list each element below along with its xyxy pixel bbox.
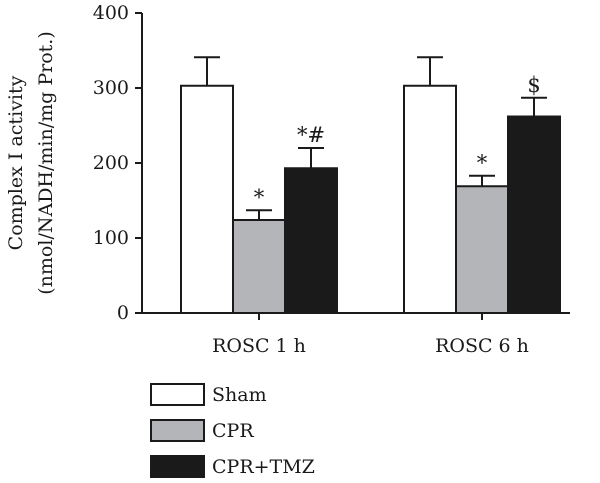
- legend-label: CPR: [212, 420, 254, 442]
- significance-marker: *: [477, 151, 488, 175]
- legend-label: Sham: [212, 384, 267, 406]
- labels: Complex I activity (nmol/NADH/min/mg Pro…: [5, 31, 57, 294]
- bar: [232, 219, 286, 314]
- legend: Sham CPR CPR+TMZ: [150, 383, 315, 478]
- bars: [180, 56, 561, 314]
- legend-label: CPR+TMZ: [212, 456, 315, 478]
- x-tick-label: ROSC 1 h: [212, 335, 306, 357]
- bar: [455, 185, 509, 314]
- significance-marker: *#: [297, 123, 325, 147]
- y-axis-label-line2: (nmol/NADH/min/mg Prot.): [35, 31, 57, 294]
- bar: [403, 84, 457, 314]
- y-axis-label-line1: Complex I activity: [5, 75, 27, 250]
- y-tick-label: 300: [93, 77, 129, 99]
- y-tick-label: 100: [93, 227, 129, 249]
- y-tick-label: 200: [93, 152, 129, 174]
- bar: [180, 84, 234, 314]
- x-tick-label: ROSC 6 h: [435, 335, 529, 357]
- bar: [284, 167, 338, 314]
- significance-marker: *: [254, 185, 265, 209]
- y-tick-label: 0: [117, 302, 129, 324]
- annotations: * * *# $: [254, 73, 541, 210]
- y-tick-label: 400: [93, 2, 129, 24]
- legend-swatch: [150, 383, 205, 406]
- significance-marker: $: [527, 73, 540, 97]
- legend-swatch: [150, 419, 205, 442]
- bar: [507, 115, 561, 314]
- legend-swatch: [150, 455, 205, 478]
